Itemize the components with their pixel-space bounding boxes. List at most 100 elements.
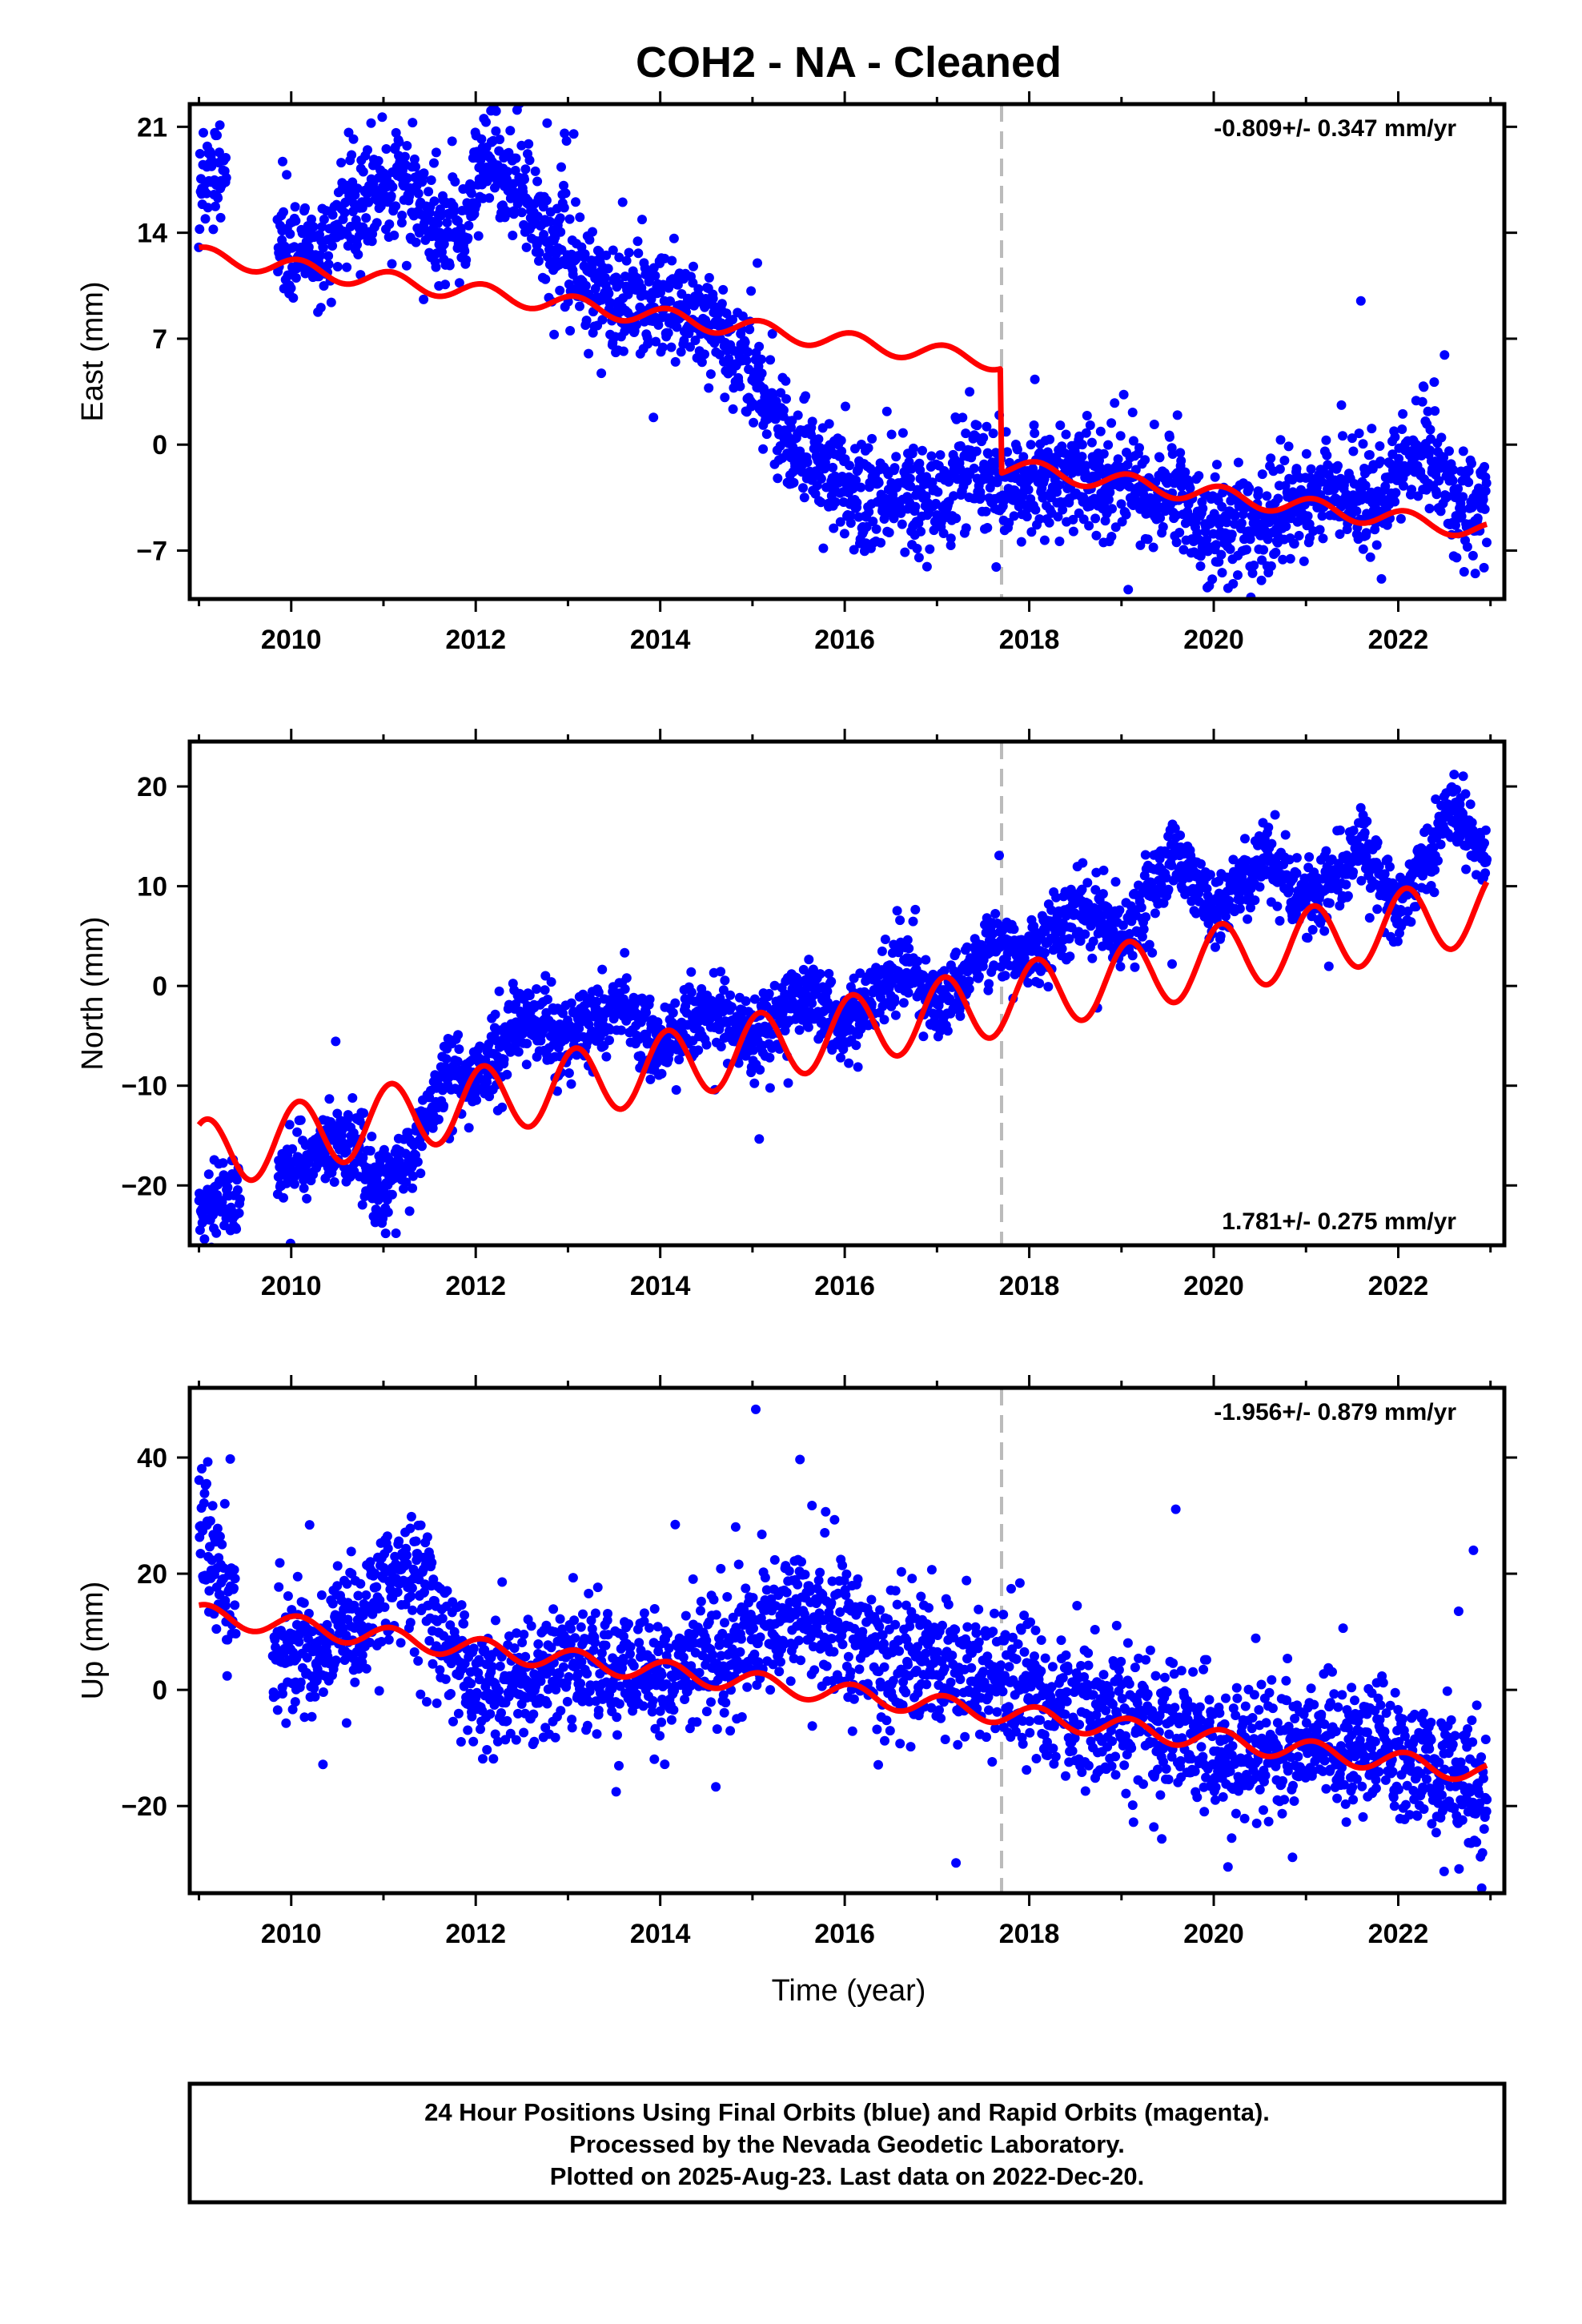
data-point <box>1284 885 1295 895</box>
data-point <box>1457 505 1468 515</box>
data-point <box>564 1068 574 1078</box>
data-point <box>1262 491 1272 501</box>
data-point <box>632 320 641 330</box>
data-point <box>447 136 457 147</box>
data-point <box>592 996 602 1007</box>
data-point <box>1257 469 1267 480</box>
data-point <box>319 281 329 291</box>
data-point <box>744 364 754 375</box>
data-point <box>234 1208 244 1218</box>
data-point <box>1026 440 1036 450</box>
data-point <box>1224 895 1235 906</box>
data-point <box>371 218 382 228</box>
data-point <box>806 429 816 440</box>
data-point <box>532 176 543 187</box>
data-point <box>1355 802 1366 813</box>
data-point <box>1057 943 1067 954</box>
data-point <box>358 167 368 177</box>
data-point <box>1167 959 1177 969</box>
data-point <box>295 1115 306 1125</box>
data-point <box>401 1177 412 1188</box>
data-point <box>464 1123 474 1133</box>
data-point <box>558 1008 568 1019</box>
data-point <box>484 1039 494 1049</box>
data-point <box>1411 902 1421 912</box>
data-point <box>1180 467 1191 477</box>
data-point <box>1115 962 1126 971</box>
data-point <box>1480 504 1490 514</box>
data-point <box>1211 942 1220 952</box>
data-point <box>543 995 552 1004</box>
data-point <box>604 1035 614 1045</box>
data-point <box>836 436 846 445</box>
data-point <box>725 990 736 1000</box>
data-point <box>1000 971 1010 981</box>
data-point <box>1044 517 1054 528</box>
data-point <box>718 284 729 295</box>
data-point <box>524 155 535 166</box>
data-point <box>1443 492 1453 501</box>
data-point <box>389 230 400 240</box>
data-point <box>753 258 762 268</box>
data-point <box>704 383 714 393</box>
north-plot-area <box>194 742 1492 1245</box>
data-point <box>404 1206 415 1216</box>
data-point <box>520 175 529 184</box>
data-point <box>1299 556 1309 566</box>
data-point <box>1088 936 1098 947</box>
data-point <box>1207 574 1218 585</box>
data-point <box>1198 503 1208 513</box>
data-point <box>1110 398 1120 408</box>
data-point <box>660 253 670 263</box>
data-point <box>773 473 783 484</box>
data-point <box>1316 476 1327 487</box>
data-point <box>1367 424 1377 434</box>
data-point <box>521 1059 532 1070</box>
data-point <box>286 283 296 293</box>
data-point <box>756 354 766 364</box>
data-point <box>828 462 838 472</box>
data-point <box>961 523 971 533</box>
east-x-tick-label: 2016 <box>814 625 875 655</box>
data-point <box>955 1011 966 1021</box>
data-point <box>816 497 826 508</box>
data-point <box>1009 511 1019 521</box>
data-point <box>215 212 226 223</box>
data-point <box>549 329 560 340</box>
data-point <box>417 1141 427 1152</box>
data-point <box>964 983 974 994</box>
data-point <box>1171 537 1182 548</box>
data-point <box>1347 433 1357 444</box>
data-point <box>910 501 921 512</box>
data-point <box>1303 511 1313 521</box>
data-point <box>1065 951 1075 962</box>
data-point <box>1144 939 1154 950</box>
data-point <box>866 999 877 1009</box>
data-point <box>1107 504 1117 514</box>
data-point <box>1217 501 1227 512</box>
data-point <box>524 991 535 1000</box>
panel-north: 2010 2012 2014 2016 2018 2020 202220100−10−20N… <box>76 729 1517 1301</box>
data-point <box>910 904 921 915</box>
data-point <box>1430 865 1440 875</box>
data-point <box>1135 540 1146 550</box>
data-point <box>1228 854 1239 865</box>
data-point <box>837 446 847 456</box>
data-point <box>829 523 839 533</box>
data-point <box>971 446 982 456</box>
data-point <box>1343 891 1353 901</box>
data-point <box>1170 823 1180 834</box>
east-x-tick-label: 2010 <box>261 625 322 655</box>
data-point <box>303 1158 314 1168</box>
data-point <box>329 1177 339 1187</box>
data-point <box>672 322 682 332</box>
data-point <box>1338 431 1347 441</box>
data-point <box>454 1044 464 1055</box>
data-point <box>921 955 931 965</box>
data-point <box>781 394 791 404</box>
data-point <box>944 476 954 487</box>
data-point <box>1028 464 1038 474</box>
data-point <box>505 126 516 136</box>
data-point <box>705 369 716 380</box>
